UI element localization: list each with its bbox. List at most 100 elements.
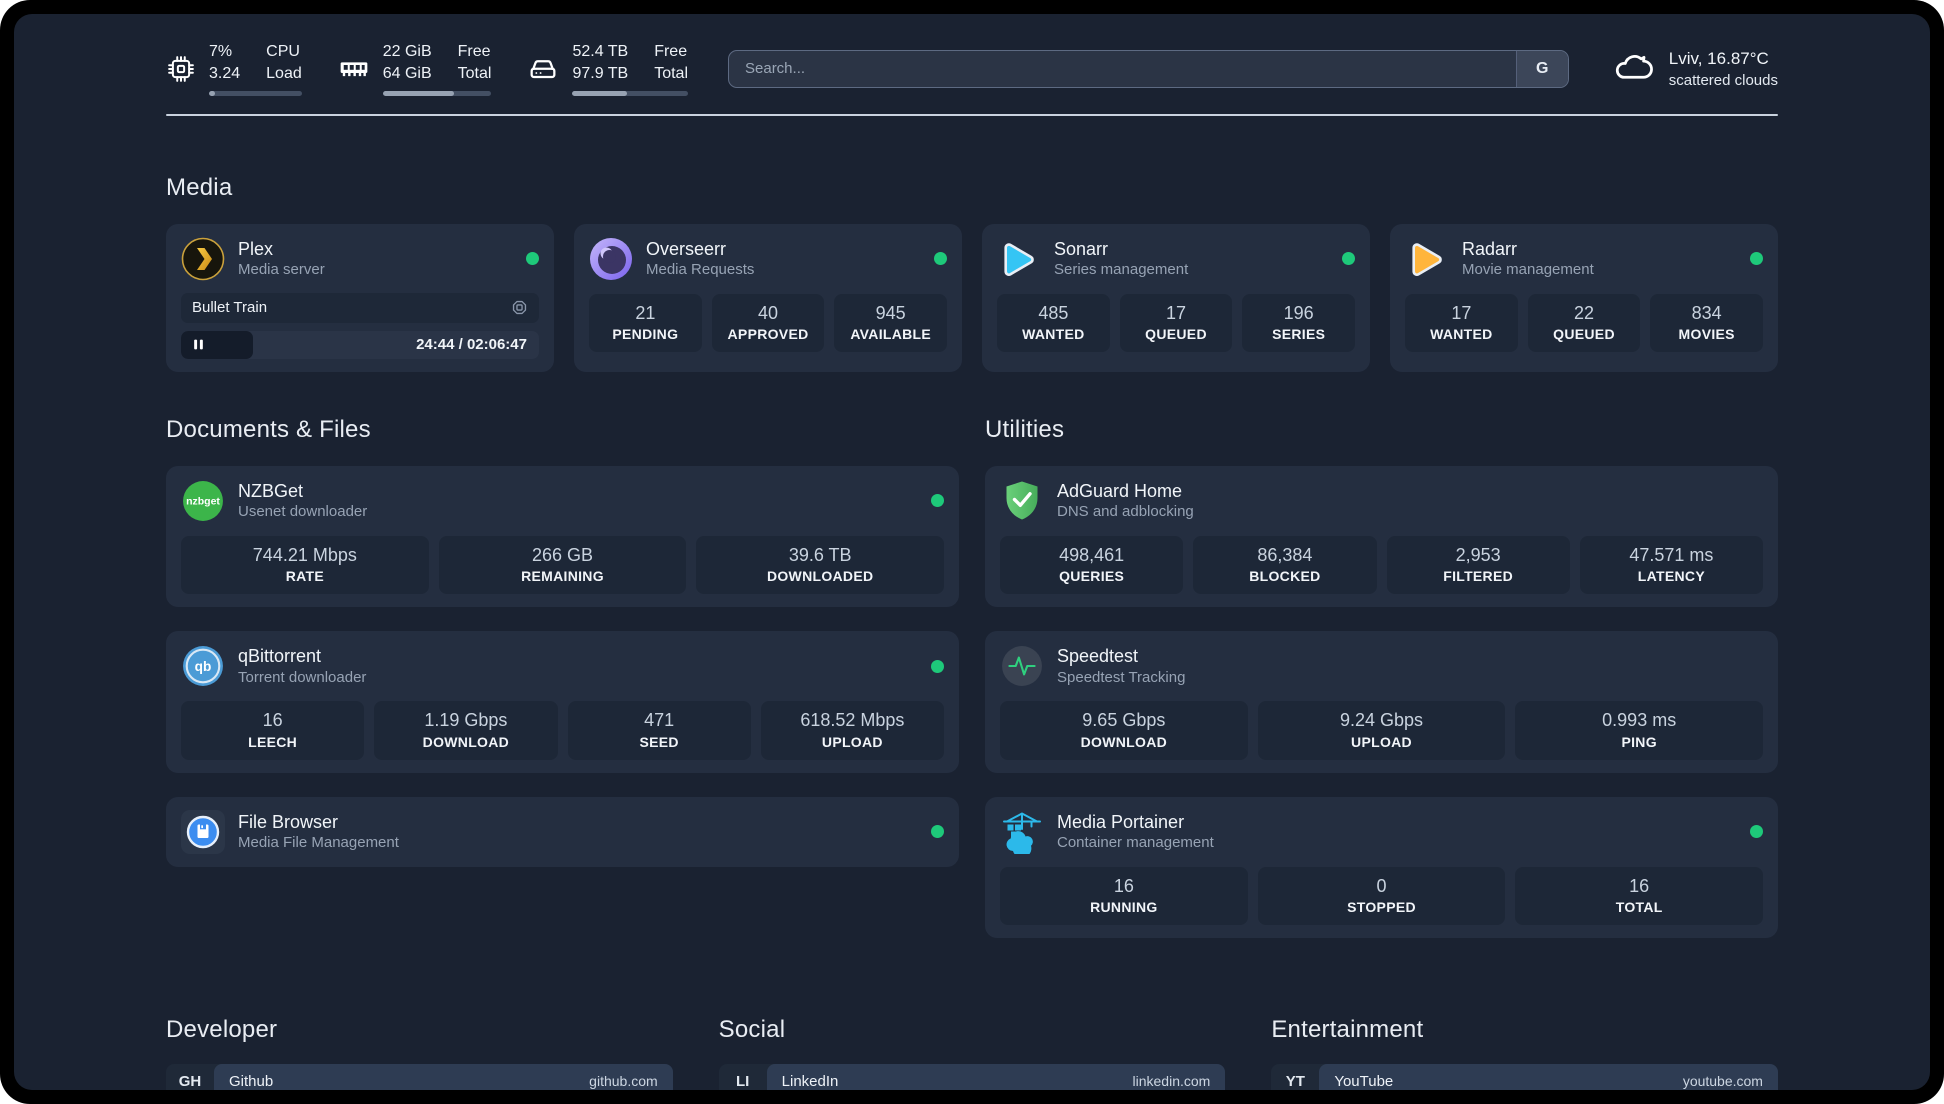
stat-running: 16 RUNNING	[1000, 866, 1248, 926]
stat-download: 1.19 Gbps DOWNLOAD	[374, 701, 558, 760]
app-name: Radarr	[1462, 238, 1518, 259]
speedtest-icon	[1000, 644, 1044, 688]
svg-text:nzbget: nzbget	[186, 495, 220, 507]
stat-stopped: 0 STOPPED	[1257, 866, 1506, 926]
stat-wanted: 485 WANTED	[997, 293, 1110, 353]
section-title-entertainment: Entertainment	[1271, 1016, 1424, 1044]
stat-leech: 16 LEECH	[181, 701, 365, 760]
app-description: Series management	[1054, 261, 1189, 279]
memory-stat: 22 GiB Free 64 GiB Total	[338, 42, 492, 96]
stat-latency: 47.571 ms LATENCY	[1579, 535, 1763, 595]
weather-location-temp: Lviv, 16.87°C	[1668, 48, 1769, 68]
link-domain: youtube.com	[1682, 1073, 1763, 1090]
playback-progress-bar[interactable]: 24:44 / 02:06:47	[181, 330, 539, 359]
stat-downloaded: 39.6 TB DOWNLOADED	[696, 535, 945, 595]
stat-upload: 618.52 Mbps UPLOAD	[760, 701, 944, 760]
app-speedtest[interactable]: Speedtest Speedtest Tracking	[1000, 644, 1763, 688]
app-portainer[interactable]: Media Portainer Container management	[1000, 810, 1763, 854]
nzbget-icon: nzbget	[181, 479, 225, 523]
app-description: Container management	[1057, 834, 1214, 852]
link-domain: linkedin.com	[1132, 1073, 1211, 1090]
portainer-icon	[1000, 810, 1044, 854]
header-divider	[166, 113, 1778, 116]
link-abbr: YT	[1285, 1072, 1305, 1090]
dashboard: 7% CPU 3.24 Load	[14, 14, 1930, 1090]
plex-icon	[181, 237, 225, 281]
status-online-dot	[931, 494, 944, 508]
weather-widget: Lviv, 16.87°C scattered clouds	[1613, 48, 1778, 90]
stat-ping: 0.993 ms PING	[1515, 701, 1764, 760]
app-adguard[interactable]: AdGuard Home DNS and adblocking	[1000, 479, 1763, 523]
search-bar: G	[728, 49, 1569, 88]
card-speedtest: Speedtest Speedtest Tracking 9.65 Gbps DO…	[985, 631, 1778, 773]
app-description: Torrent downloader	[238, 668, 367, 686]
cpu-usage: 7%	[209, 43, 233, 60]
playback-time: 24:44 / 02:06:47	[416, 336, 527, 354]
cpu-progress	[209, 90, 302, 96]
app-qbittorrent[interactable]: qb qBittorrent Torrent downloader	[181, 644, 944, 688]
cpu-icon	[166, 54, 196, 84]
app-overseerr[interactable]: Overseerr Media Requests	[589, 237, 947, 281]
link-linkedin[interactable]: LI LinkedIn linkedin.com	[718, 1064, 1226, 1090]
cpu-label-2: Load	[266, 64, 302, 82]
link-name: LinkedIn	[781, 1072, 839, 1090]
card-filebrowser: File Browser Media File Management	[166, 796, 959, 867]
cpu-label-1: CPU	[266, 43, 300, 60]
stat-queries: 498,461 QUERIES	[1000, 535, 1184, 595]
stat-filtered: 2,953 FILTERED	[1386, 535, 1570, 595]
app-plex[interactable]: Plex Media server	[181, 237, 539, 281]
search-input[interactable]	[729, 50, 1516, 87]
disk-total: 97.9 TB	[572, 64, 629, 82]
card-radarr: Radarr Movie management 17 WANTED 22 QUEUE…	[1390, 223, 1778, 372]
app-filebrowser[interactable]: File Browser Media File Management	[181, 809, 944, 854]
link-github[interactable]: GH Github github.com	[166, 1064, 673, 1090]
app-nzbget[interactable]: nzbget NZBGet Usenet downloader	[181, 479, 944, 523]
stat-queued: 17 QUEUED	[1119, 293, 1233, 353]
app-description: Speedtest Tracking	[1057, 668, 1186, 686]
card-overseerr: Overseerr Media Requests 21 PENDING 40 APP…	[574, 223, 962, 372]
card-portainer: Media Portainer Container management 16 R…	[985, 796, 1778, 939]
app-name: Media Portainer	[1057, 811, 1185, 832]
link-name: YouTube	[1334, 1072, 1394, 1090]
section-title-utilities: Utilities	[985, 415, 1065, 443]
system-stats: 7% CPU 3.24 Load	[166, 42, 688, 96]
stat-seed: 471 SEED	[567, 701, 751, 760]
ram-free: 22 GiB	[382, 43, 432, 60]
qbittorrent-icon: qb	[181, 644, 225, 688]
app-radarr[interactable]: Radarr Movie management	[1405, 237, 1763, 281]
filebrowser-icon	[181, 809, 225, 854]
ram-total: 64 GiB	[382, 64, 432, 82]
status-online-dot	[934, 252, 947, 266]
now-playing-title: Bullet Train	[192, 299, 268, 317]
radarr-icon	[1405, 237, 1449, 281]
pause-icon[interactable]	[192, 338, 205, 351]
section-title-developer: Developer	[166, 1016, 278, 1044]
now-playing-row: Bullet Train	[181, 292, 539, 323]
ram-label-2: Total	[457, 64, 492, 82]
sonarr-icon	[997, 237, 1041, 281]
cpu-load: 3.24	[209, 64, 241, 82]
playback-elapsed	[181, 330, 253, 359]
app-name: AdGuard Home	[1057, 480, 1183, 501]
app-sonarr[interactable]: Sonarr Series management	[997, 237, 1355, 281]
app-description: DNS and adblocking	[1057, 503, 1194, 521]
status-online-dot	[1342, 252, 1355, 266]
settings-icon[interactable]	[511, 299, 528, 316]
cpu-stat: 7% CPU 3.24 Load	[166, 42, 302, 96]
stat-remaining: 266 GB REMAINING	[438, 535, 687, 595]
link-abbr: LI	[735, 1072, 750, 1090]
app-name: qBittorrent	[238, 646, 322, 667]
search-engine-button[interactable]: G	[1515, 50, 1568, 87]
svg-text:qb: qb	[195, 659, 212, 674]
card-nzbget: nzbget NZBGet Usenet downloader 744.21 M…	[166, 465, 959, 608]
link-youtube[interactable]: YT YouTube youtube.com	[1271, 1064, 1778, 1090]
status-online-dot	[931, 825, 944, 839]
disk-label-2: Total	[654, 64, 688, 82]
app-name: Sonarr	[1054, 238, 1109, 259]
status-online-dot	[1750, 825, 1763, 839]
stat-queued: 22 QUEUED	[1527, 293, 1641, 353]
ram-label-1: Free	[457, 43, 491, 60]
stat-upload: 9.24 Gbps UPLOAD	[1257, 701, 1506, 760]
link-domain: github.com	[589, 1073, 658, 1090]
app-description: Media server	[238, 261, 325, 279]
